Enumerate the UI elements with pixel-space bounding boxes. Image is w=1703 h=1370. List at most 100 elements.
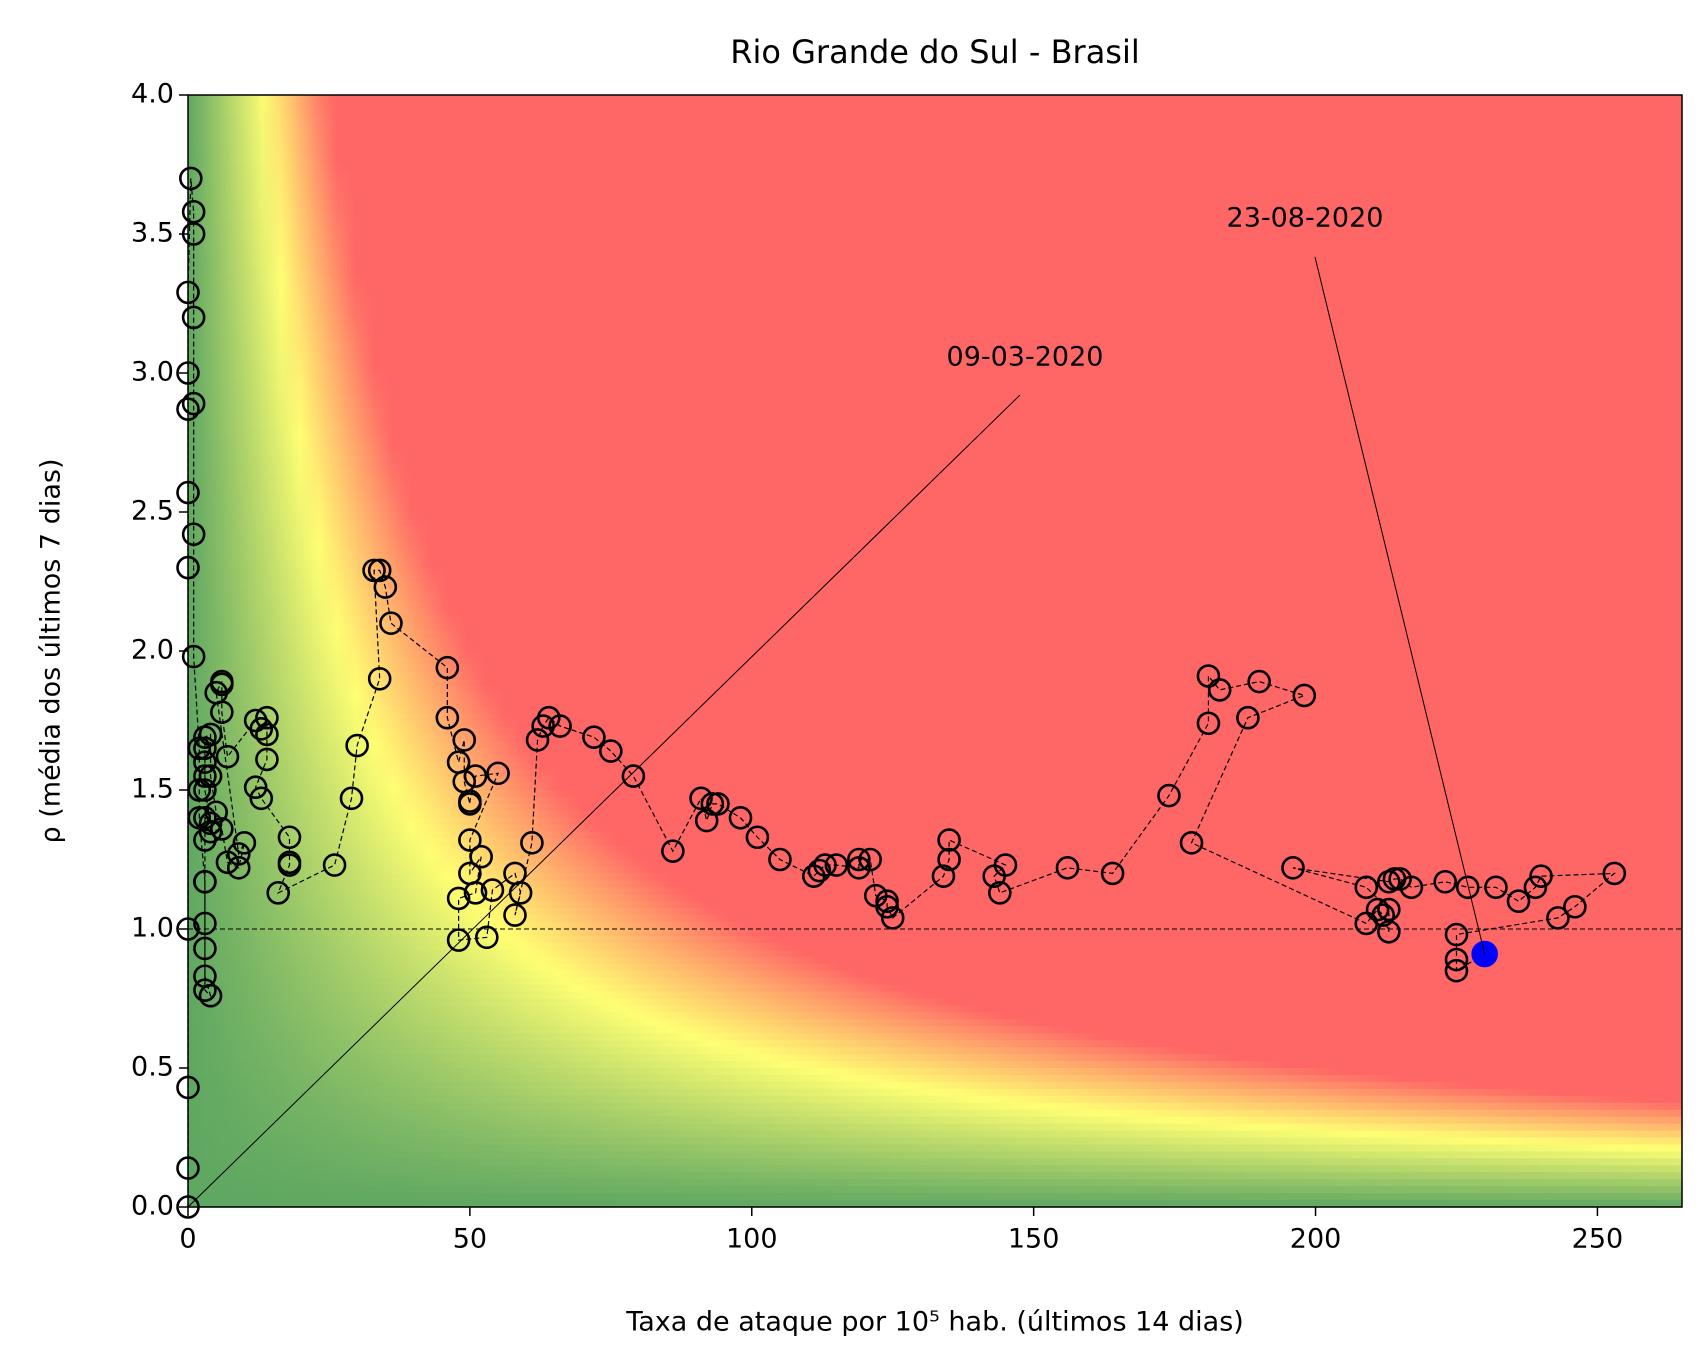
risk-band: [188, 484, 1682, 492]
risk-band: [188, 1158, 1682, 1166]
risk-band: [188, 1116, 1682, 1125]
data-point: [179, 166, 203, 191]
data-point: [255, 747, 279, 772]
risk-band: [188, 720, 1682, 729]
risk-band: [188, 1172, 1682, 1180]
risk-band: [188, 456, 1682, 464]
data-point: [1484, 875, 1508, 900]
risk-band: [188, 428, 1682, 437]
annotation-arrow: [187, 394, 1021, 1208]
risk-band: [188, 143, 1682, 152]
data-point: [1247, 669, 1271, 694]
risk-band: [188, 359, 1682, 367]
risk-band: [188, 470, 1682, 478]
risk-band: [188, 379, 1682, 388]
risk-band: [188, 512, 1682, 520]
risk-band: [188, 136, 1682, 145]
annotation-arrow: [1314, 256, 1486, 955]
risk-background: [188, 95, 1682, 1208]
risk-band: [188, 894, 1682, 902]
data-point: [813, 853, 837, 877]
risk-band: [188, 157, 1682, 166]
risk-band: [188, 373, 1682, 381]
data-point: [193, 936, 217, 961]
risk-band: [188, 588, 1682, 596]
data-point: [661, 839, 685, 863]
risk-band: [188, 637, 1682, 645]
risk-band: [188, 553, 1682, 562]
x-axis-label: Taxa de ataque por 10⁵ hab. (últimos 14 …: [625, 1307, 1244, 1338]
data-point: [339, 786, 364, 811]
risk-band: [188, 1144, 1682, 1152]
data-point: [266, 881, 291, 905]
risk-band: [188, 164, 1682, 173]
risk-band: [188, 915, 1682, 923]
risk-band: [188, 998, 1682, 1007]
data-point: [193, 911, 217, 936]
risk-band: [188, 1005, 1682, 1013]
risk-band: [188, 623, 1682, 631]
risk-band: [188, 268, 1682, 277]
data-point: [1433, 869, 1458, 894]
risk-band: [188, 282, 1682, 291]
risk-band: [188, 150, 1682, 159]
risk-band: [188, 1102, 1682, 1111]
data-point: [768, 847, 792, 872]
risk-band: [188, 567, 1682, 576]
risk-band: [188, 532, 1682, 541]
risk-band: [188, 108, 1682, 117]
risk-band: [188, 317, 1682, 325]
risk-band: [188, 630, 1682, 638]
data-point: [458, 828, 482, 852]
data-point: [193, 805, 217, 830]
data-point: [373, 575, 398, 599]
x-tick-label: 0: [179, 1224, 196, 1255]
data-point: [582, 725, 606, 749]
risk-band: [188, 1186, 1682, 1194]
data-point: [215, 744, 240, 769]
data-point: [689, 786, 713, 811]
risk-band: [188, 435, 1682, 444]
data-point: [452, 728, 477, 752]
data-point: [875, 889, 899, 914]
risk-band: [188, 887, 1682, 895]
risk-band: [188, 901, 1682, 909]
x-tick-label: 250: [1572, 1224, 1624, 1255]
data-point: [875, 894, 899, 919]
plot-frame: [187, 94, 1683, 1208]
risk-band: [188, 1179, 1682, 1187]
risk-band: [188, 574, 1682, 583]
chart-title: Rio Grande do Sul - Brasil: [730, 33, 1140, 71]
data-point: [1444, 958, 1469, 983]
risk-band: [188, 873, 1682, 881]
data-point: [181, 522, 206, 547]
risk-band: [188, 762, 1682, 770]
data-point: [193, 764, 217, 788]
data-point: [367, 558, 392, 583]
risk-band: [188, 345, 1682, 353]
data-point: [745, 825, 770, 850]
annotation-text: 23-08-2020: [1227, 203, 1384, 234]
data-point: [232, 831, 257, 855]
data-point: [210, 700, 234, 724]
risk-band: [188, 1012, 1682, 1020]
risk-band: [188, 727, 1682, 735]
data-point: [1602, 861, 1627, 886]
data-point: [322, 853, 347, 877]
risk-band: [188, 1040, 1682, 1048]
y-tick-label: 0.5: [131, 1052, 174, 1083]
risk-band: [188, 171, 1682, 179]
risk-band: [188, 129, 1682, 138]
data-point: [525, 728, 550, 752]
risk-band: [188, 199, 1682, 207]
risk-band: [188, 1130, 1682, 1139]
risk-band: [188, 963, 1682, 972]
data-point: [210, 817, 234, 841]
data-point: [480, 878, 505, 902]
risk-band: [188, 803, 1682, 812]
risk-band: [188, 942, 1682, 951]
data-point: [210, 672, 234, 697]
x-tick-label: 50: [453, 1224, 487, 1255]
data-point: [193, 964, 217, 989]
